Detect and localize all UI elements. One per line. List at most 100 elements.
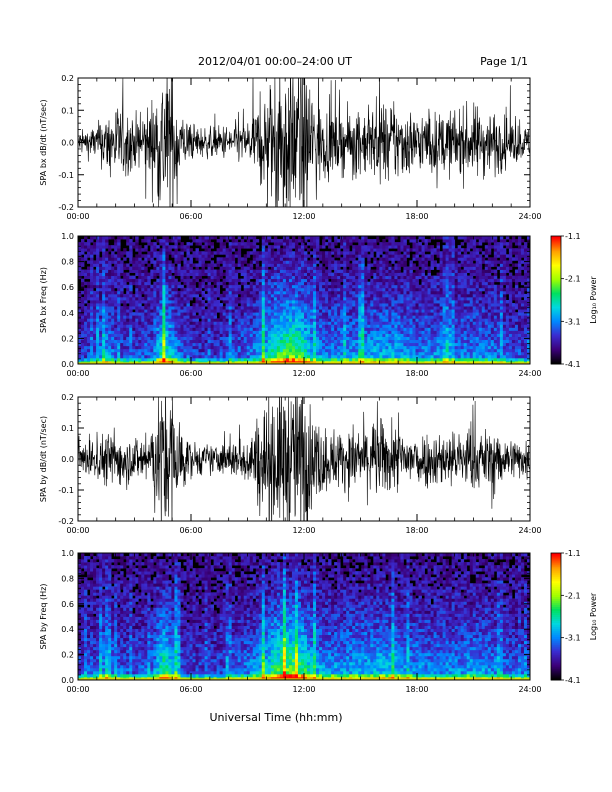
spectrogram-cell <box>310 263 314 267</box>
spectrogram-cell <box>448 312 453 316</box>
spectrogram-cell <box>264 263 269 267</box>
spectrogram-cell <box>300 348 305 353</box>
spectrogram-cell <box>279 333 284 337</box>
spectrogram-cell <box>159 263 163 267</box>
spectrogram-cell <box>189 266 193 270</box>
spectrogram-cell <box>307 336 311 341</box>
spectrogram-cell <box>343 357 347 362</box>
spectrogram-cell <box>219 357 224 362</box>
spectrogram-cell <box>144 296 148 301</box>
spectrogram-cell <box>258 300 263 304</box>
spectrogram-cell <box>195 263 199 267</box>
spectrogram-cell <box>87 348 91 353</box>
spectrogram-cell <box>150 348 154 353</box>
spectrogram-cell <box>189 333 193 337</box>
spectrogram-cell <box>201 251 205 255</box>
spectrogram-cell <box>156 257 160 261</box>
spectrogram-cell <box>201 263 205 267</box>
spectrogram-cell <box>90 324 94 328</box>
spectrogram-cell <box>270 272 275 277</box>
spectrogram-cell <box>120 293 124 298</box>
spectrogram-cell <box>361 333 365 337</box>
spectrogram-cell <box>150 306 154 310</box>
spectrogram-cell <box>180 275 184 280</box>
spectrogram-cell <box>300 242 305 246</box>
spectrogram-cell <box>322 278 326 283</box>
spectrogram-cell <box>288 254 293 258</box>
spectrogram-cell <box>294 300 299 304</box>
spectrogram-cell <box>433 306 437 310</box>
spectrogram-cell <box>87 281 91 286</box>
spectrogram-cell <box>451 303 456 307</box>
spectrogram-cell <box>322 312 326 316</box>
spectrogram-cell <box>276 315 281 319</box>
spectrogram-cell <box>388 318 392 322</box>
spectrogram-cell <box>361 269 365 273</box>
spectrogram-cell <box>319 321 323 325</box>
spectrogram-cell <box>304 327 308 331</box>
spectrogram-cell <box>186 254 190 258</box>
spectrogram-cell <box>355 293 359 298</box>
spectrogram-cell <box>454 342 459 347</box>
spectrogram-cell <box>397 248 401 252</box>
spectrogram-cell <box>180 342 184 347</box>
spectrogram-cell <box>186 287 190 292</box>
spectrogram-cell <box>376 354 380 359</box>
spectrogram-cell <box>325 348 329 353</box>
spectrogram-cell <box>279 324 284 328</box>
spectrogram-cell <box>412 330 416 334</box>
spectrogram-cell <box>291 306 296 310</box>
spectrogram-cell <box>99 257 103 261</box>
spectrogram-cell <box>297 254 302 258</box>
spectrogram-cell <box>252 239 257 243</box>
spectrogram-cell <box>126 236 130 240</box>
spectrogram-cell <box>216 260 221 264</box>
spectrogram-cell <box>388 321 392 325</box>
spectrogram-cell <box>397 306 401 310</box>
spectrogram-cell <box>270 333 275 337</box>
spectrogram-cell <box>234 327 239 331</box>
spectrogram-cell <box>316 245 320 249</box>
spectrogram-cell <box>258 284 263 289</box>
spectrogram-cell <box>129 254 133 258</box>
spectrogram-cell <box>105 293 109 298</box>
spectrogram-cell <box>129 339 133 344</box>
spectrogram-cell <box>279 309 284 313</box>
spectrogram-cell <box>144 321 148 325</box>
spectrogram-cell <box>370 348 374 353</box>
spectrogram-cell <box>174 345 178 350</box>
spectrogram-cell <box>210 290 214 295</box>
spectrogram-cell <box>207 318 211 322</box>
spectrogram-cell <box>382 312 386 316</box>
spectrogram-cell <box>225 239 230 243</box>
spectrogram-cell <box>267 284 272 289</box>
spectrogram-cell <box>135 339 139 344</box>
spectrogram-cell <box>138 278 142 283</box>
spectrogram-cell <box>180 327 184 331</box>
spectrogram-cell <box>156 312 160 316</box>
spectrogram-cell <box>424 284 428 289</box>
spectrogram-cell <box>328 275 332 280</box>
spectrogram-cell <box>454 330 459 334</box>
spectrogram-cell <box>183 263 187 267</box>
spectrogram-cell <box>454 339 459 344</box>
spectrogram-cell <box>307 284 311 289</box>
spectrogram-cell <box>165 269 169 273</box>
spectrogram-cell <box>388 342 392 347</box>
spectrogram-cell <box>135 345 139 350</box>
spectrogram-cell <box>331 354 335 359</box>
spectrogram-cell <box>156 272 160 277</box>
spectrogram-cell <box>147 293 151 298</box>
spectrogram-cell <box>294 260 299 264</box>
spectrogram-cell <box>436 354 440 359</box>
spectrogram-cell <box>90 306 94 310</box>
spectrogram-cell <box>93 324 97 328</box>
spectrogram-cell <box>135 272 139 277</box>
spectrogram-cell <box>334 330 338 334</box>
spectrogram-cell <box>427 357 431 362</box>
spectrogram-cell <box>282 236 287 240</box>
spectrogram-cell <box>394 333 398 337</box>
spectrogram-cell <box>243 336 248 341</box>
spectrogram-cell <box>430 324 434 328</box>
spectrogram-cell <box>310 327 314 331</box>
